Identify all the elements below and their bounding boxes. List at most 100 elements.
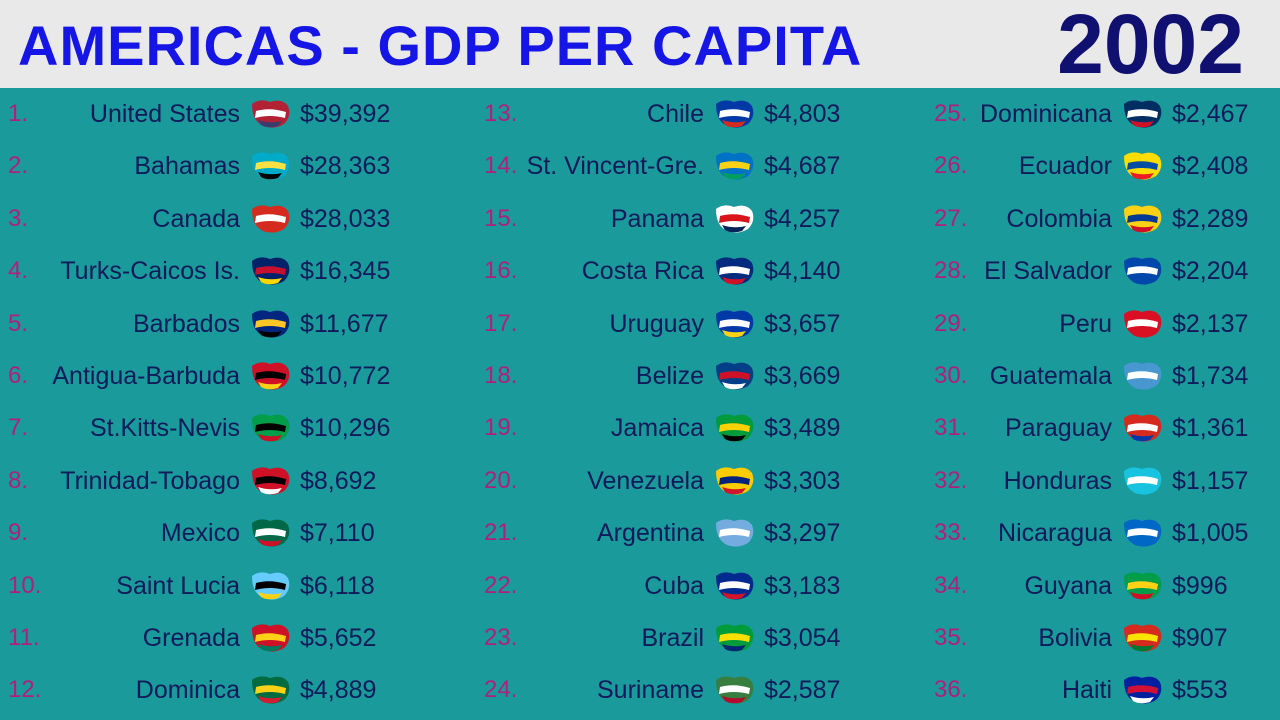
country-row: 21. Argentina $3,297	[440, 507, 840, 559]
gdp-value: $1,005	[1172, 519, 1249, 548]
rank-label: 19.	[484, 414, 518, 442]
gdp-value: $1,361	[1172, 414, 1249, 443]
rank-label: 2.	[8, 152, 29, 180]
gdp-value: $7,110	[300, 519, 375, 548]
country-name: Peru	[1059, 309, 1112, 338]
rank-label: 15.	[484, 204, 518, 232]
rank-label: 29.	[934, 309, 968, 337]
flag-map-icon	[252, 571, 290, 600]
flag-map-icon	[1124, 205, 1162, 233]
flag-map-icon	[716, 100, 754, 128]
gdp-value: $3,657	[764, 309, 841, 338]
country-row: 12. Dominica $4,889	[0, 664, 380, 716]
country-row: 16. Costa Rica $4,140	[440, 245, 840, 297]
gdp-value: $11,677	[300, 309, 389, 338]
gdp-value: $28,033	[300, 204, 391, 233]
gdp-value: $2,408	[1172, 152, 1249, 181]
country-row: 11. Grenada $5,652	[0, 612, 380, 664]
country-row: 30. Guatemala $1,734	[900, 350, 1280, 402]
gdp-value: $3,303	[764, 466, 841, 495]
flag-map-icon	[252, 257, 290, 285]
country-row: 3. Canada $28,033	[0, 193, 390, 245]
title-bar: AMERICAS - GDP PER CAPITA 2002	[0, 0, 1280, 88]
country-name: Ecuador	[1018, 152, 1112, 181]
rank-label: 36.	[934, 676, 968, 704]
country-row: 33. Nicaragua $1,005	[900, 507, 1280, 559]
gdp-value: $907	[1172, 624, 1228, 652]
country-row: 32. Honduras $1,157	[900, 455, 1280, 507]
flag-map-icon	[716, 624, 754, 652]
flag-map-icon	[716, 571, 754, 600]
gdp-value: $553	[1172, 676, 1228, 705]
country-row: 5. Barbados $11,677	[0, 298, 389, 350]
country-name: St. Vincent-Gre.	[526, 152, 704, 181]
country-name: Dominica	[135, 676, 240, 705]
gdp-value: $996	[1172, 571, 1228, 600]
rank-label: 6.	[8, 362, 29, 389]
rank-label: 9.	[8, 519, 29, 547]
gdp-value: $10,772	[300, 362, 391, 390]
rank-label: 16.	[484, 257, 518, 285]
flag-map-icon	[252, 676, 290, 704]
country-row: 13. Chile $4,803	[440, 88, 840, 140]
flag-map-icon	[716, 309, 754, 338]
country-name: Brazil	[641, 624, 704, 652]
gdp-value: $16,345	[300, 257, 391, 286]
country-row: 28. El Salvador $2,204	[900, 245, 1280, 297]
flag-map-icon	[1124, 100, 1162, 128]
rank-label: 24.	[484, 676, 518, 704]
gdp-value: $2,137	[1172, 309, 1249, 338]
country-row: 35. Bolivia $907	[900, 612, 1280, 664]
gdp-value: $1,157	[1172, 466, 1249, 495]
flag-map-icon	[716, 205, 754, 233]
flag-map-icon	[1124, 624, 1162, 652]
country-name: Colombia	[1006, 204, 1112, 233]
rank-label: 22.	[484, 571, 518, 599]
country-row: 25. Dominicana $2,467	[900, 88, 1280, 140]
rank-label: 11.	[8, 624, 40, 651]
rank-label: 27.	[934, 204, 968, 232]
gdp-value: $3,183	[764, 571, 841, 600]
gdp-value: $3,669	[764, 362, 841, 390]
country-row: 4. Turks-Caicos Is. $16,345	[0, 245, 390, 297]
country-row: 1. United States $39,392	[0, 88, 390, 140]
country-name: Venezuela	[587, 466, 704, 495]
flag-map-icon	[1124, 571, 1162, 600]
gdp-value: $5,652	[300, 624, 377, 652]
country-name: St.Kitts-Nevis	[89, 414, 240, 443]
gdp-value: $3,297	[764, 519, 841, 548]
flag-map-icon	[716, 362, 754, 390]
flag-map-icon	[716, 257, 754, 285]
rank-label: 25.	[934, 100, 968, 127]
country-name: Costa Rica	[581, 257, 704, 286]
country-row: 7. St.Kitts-Nevis $10,296	[0, 402, 390, 454]
country-row: 15. Panama $4,257	[440, 193, 840, 245]
rank-label: 34.	[934, 571, 968, 599]
country-name: Nicaragua	[998, 519, 1112, 548]
rank-label: 14.	[484, 152, 518, 180]
country-name: El Salvador	[984, 257, 1112, 286]
gdp-value: $2,467	[1172, 100, 1249, 128]
country-name: Grenada	[142, 624, 240, 652]
country-row: 27. Colombia $2,289	[900, 193, 1280, 245]
country-name: United States	[89, 100, 240, 128]
country-row: 34. Guyana $996	[900, 560, 1280, 612]
rank-label: 7.	[8, 414, 29, 442]
country-row: 29. Peru $2,137	[900, 298, 1280, 350]
rank-label: 4.	[8, 257, 29, 285]
country-name: Chile	[647, 100, 704, 128]
flag-map-icon	[1124, 414, 1162, 442]
country-row: 22. Cuba $3,183	[440, 560, 840, 612]
flag-map-icon	[252, 414, 290, 442]
gdp-value: $4,257	[764, 204, 841, 233]
flag-map-icon	[716, 414, 754, 442]
gdp-value: $4,687	[764, 152, 841, 181]
flag-map-icon	[252, 100, 290, 128]
country-name: Panama	[610, 204, 704, 233]
gdp-value: $4,140	[764, 257, 841, 286]
country-name: Saint Lucia	[116, 571, 240, 600]
country-row: 17. Uruguay $3,657	[440, 298, 840, 350]
flag-map-icon	[716, 152, 754, 180]
flag-map-icon	[1124, 362, 1162, 390]
country-name: Jamaica	[610, 414, 704, 443]
